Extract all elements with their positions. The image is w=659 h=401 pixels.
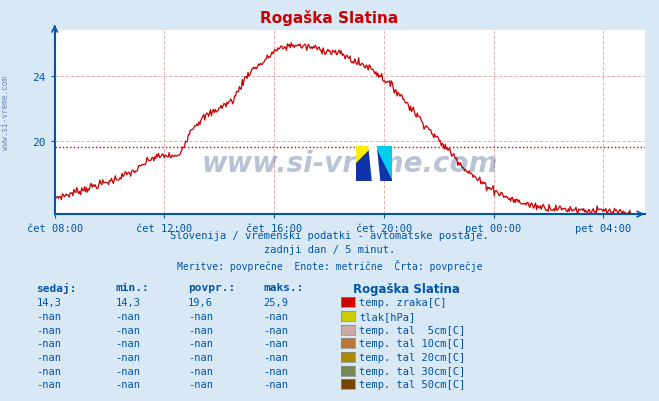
Text: temp. tal 10cm[C]: temp. tal 10cm[C]: [359, 338, 465, 348]
Text: -nan: -nan: [188, 311, 213, 321]
Text: 19,6: 19,6: [188, 298, 213, 308]
Text: maks.:: maks.:: [264, 283, 304, 293]
Text: -nan: -nan: [36, 311, 61, 321]
Text: temp. tal  5cm[C]: temp. tal 5cm[C]: [359, 325, 465, 335]
Text: -nan: -nan: [264, 366, 289, 376]
Text: -nan: -nan: [188, 366, 213, 376]
Text: -nan: -nan: [188, 379, 213, 389]
Text: -nan: -nan: [188, 352, 213, 362]
Text: -nan: -nan: [36, 338, 61, 348]
Text: 14,3: 14,3: [115, 298, 140, 308]
Text: Rogaška Slatina: Rogaška Slatina: [260, 10, 399, 26]
Text: -nan: -nan: [264, 311, 289, 321]
Text: -nan: -nan: [115, 325, 140, 335]
Text: sedaj:: sedaj:: [36, 283, 76, 294]
Text: temp. tal 20cm[C]: temp. tal 20cm[C]: [359, 352, 465, 362]
Text: -nan: -nan: [36, 379, 61, 389]
Text: www.si-vreme.com: www.si-vreme.com: [202, 149, 498, 177]
Text: -nan: -nan: [36, 325, 61, 335]
Text: povpr.:: povpr.:: [188, 283, 235, 293]
Text: -nan: -nan: [264, 325, 289, 335]
Text: -nan: -nan: [36, 366, 61, 376]
Text: temp. tal 50cm[C]: temp. tal 50cm[C]: [359, 379, 465, 389]
Text: -nan: -nan: [264, 338, 289, 348]
Text: min.:: min.:: [115, 283, 149, 293]
Text: -nan: -nan: [264, 379, 289, 389]
Text: 25,9: 25,9: [264, 298, 289, 308]
Text: -nan: -nan: [36, 352, 61, 362]
Text: Slovenija / vremenski podatki - avtomatske postaje.: Slovenija / vremenski podatki - avtomats…: [170, 231, 489, 241]
Text: -nan: -nan: [188, 325, 213, 335]
Text: Meritve: povprečne  Enote: metrične  Črta: povprečje: Meritve: povprečne Enote: metrične Črta:…: [177, 259, 482, 271]
Text: www.si-vreme.com: www.si-vreme.com: [1, 75, 10, 149]
Text: zadnji dan / 5 minut.: zadnji dan / 5 minut.: [264, 245, 395, 255]
Text: -nan: -nan: [115, 366, 140, 376]
Text: temp. zraka[C]: temp. zraka[C]: [359, 298, 447, 308]
Text: -nan: -nan: [115, 379, 140, 389]
Text: temp. tal 30cm[C]: temp. tal 30cm[C]: [359, 366, 465, 376]
Text: -nan: -nan: [115, 338, 140, 348]
Text: -nan: -nan: [115, 311, 140, 321]
Text: tlak[hPa]: tlak[hPa]: [359, 311, 415, 321]
Text: 14,3: 14,3: [36, 298, 61, 308]
Text: -nan: -nan: [115, 352, 140, 362]
Text: Rogaška Slatina: Rogaška Slatina: [353, 283, 459, 296]
Text: -nan: -nan: [264, 352, 289, 362]
Text: -nan: -nan: [188, 338, 213, 348]
